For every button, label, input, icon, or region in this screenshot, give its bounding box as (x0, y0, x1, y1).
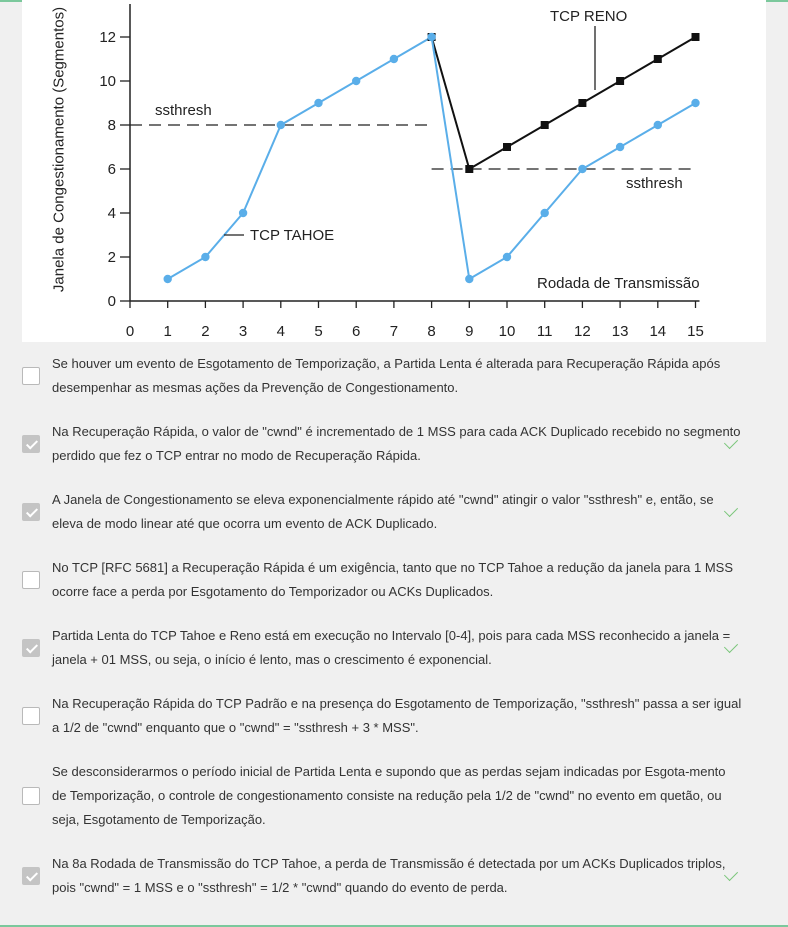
ssthresh-label: ssthresh (626, 175, 683, 192)
checkbox[interactable] (22, 503, 40, 521)
x-tick-label: 6 (352, 323, 360, 340)
x-tick-label: 11 (537, 323, 553, 340)
ssthresh-label: ssthresh (155, 102, 212, 119)
checkbox[interactable] (22, 435, 40, 453)
x-tick-label: 7 (390, 323, 398, 340)
option-text: Se desconsiderarmos o período inicial de… (52, 764, 726, 827)
tahoe-point (578, 164, 587, 174)
bottom-accent-line (0, 925, 788, 927)
option-4[interactable]: No TCP [RFC 5681] a Recuperação Rápida é… (0, 556, 788, 604)
x-axis-label: Rodada de Transmissão (537, 275, 700, 292)
x-tick-label: 9 (465, 323, 473, 340)
option-text: Na Recuperação Rápida, o valor de "cwnd"… (52, 424, 741, 463)
option-8[interactable]: Na 8a Rodada de Transmissão do TCP Tahoe… (0, 852, 788, 900)
reno-point (540, 121, 549, 129)
x-tick-label: 5 (314, 323, 322, 340)
x-tick-label: 15 (687, 323, 704, 340)
option-6[interactable]: Na Recuperação Rápida do TCP Padrão e na… (0, 692, 788, 740)
y-tick-label: 0 (108, 293, 116, 310)
x-tick-label: 3 (239, 323, 247, 340)
checkbox[interactable] (22, 867, 40, 885)
option-text: Se houver um evento de Esgotamento de Te… (52, 356, 721, 395)
x-tick-label: 2 (201, 323, 209, 340)
x-tick-label: 0 (126, 323, 134, 340)
y-tick-label: 2 (108, 249, 116, 266)
tahoe-point (653, 120, 662, 130)
option-text: No TCP [RFC 5681] a Recuperação Rápida é… (52, 560, 734, 599)
tahoe-point (615, 142, 625, 152)
y-tick-label: 10 (99, 73, 116, 90)
tahoe-point (691, 98, 700, 108)
reno-point (691, 33, 700, 41)
option-2[interactable]: Na Recuperação Rápida, o valor de "cwnd"… (0, 420, 788, 468)
reno-point (465, 165, 474, 173)
option-text: A Janela de Congestionamento se eleva ex… (52, 492, 714, 531)
reno-point (503, 143, 511, 151)
x-tick-label: 8 (427, 323, 435, 340)
x-tick-label: 1 (164, 323, 172, 340)
tahoe-point (314, 98, 323, 108)
option-text: Na 8a Rodada de Transmissão do TCP Tahoe… (52, 856, 726, 895)
tahoe-point (238, 208, 248, 218)
option-5[interactable]: Partida Lenta do TCP Tahoe e Reno está e… (0, 624, 788, 672)
tahoe-point (201, 252, 210, 262)
tahoe-point (465, 274, 474, 284)
congestion-window-chart: 0 1 2 3 4 5 6 7 8 9 10 11 12 13 14 15024681012ssthreshs… (99, 4, 704, 340)
tahoe-point (427, 32, 436, 42)
checkbox[interactable] (22, 367, 40, 385)
option-3[interactable]: A Janela de Congestionamento se eleva ex… (0, 488, 788, 536)
x-tick-label: 10 (499, 323, 516, 340)
reno-label: TCP RENO (550, 8, 627, 25)
option-text: Partida Lenta do TCP Tahoe e Reno está e… (52, 628, 731, 667)
tahoe-point (389, 54, 399, 64)
tahoe-point (540, 208, 549, 218)
y-tick-label: 12 (99, 29, 116, 46)
tahoe-point (352, 76, 361, 86)
y-axis-label: Janela de Congestionamento (Segmentos) (50, 6, 68, 293)
option-text: Na Recuperação Rápida do TCP Padrão e na… (52, 696, 742, 735)
x-tick-label: 4 (277, 323, 285, 340)
reno-point (653, 55, 662, 63)
checkbox[interactable] (22, 707, 40, 725)
tahoe-point (502, 252, 512, 262)
y-tick-label: 6 (108, 161, 116, 178)
checkbox[interactable] (22, 787, 40, 805)
tahoe-line (167, 35, 697, 281)
chart-panel: 0 1 2 3 4 5 6 7 8 9 10 11 12 13 14 15 0 2 4 6 8 10 12 ssthresh s… (22, 0, 766, 342)
tahoe-point (163, 274, 172, 284)
tahoe-label: TCP TAHOE (250, 227, 334, 244)
option-1[interactable]: Se houver um evento de Esgotamento de Te… (0, 352, 788, 400)
x-tick-label: 13 (612, 323, 629, 340)
checkbox[interactable] (22, 639, 40, 657)
option-7[interactable]: Se desconsiderarmos o período inicial de… (0, 760, 788, 832)
y-tick-label: 8 (108, 117, 116, 134)
checkbox[interactable] (22, 571, 40, 589)
x-tick-label: 14 (649, 323, 666, 340)
y-tick-label: 4 (108, 205, 116, 222)
reno-point (578, 99, 587, 107)
reno-line (430, 36, 697, 171)
x-tick-label: 12 (574, 323, 591, 340)
tahoe-point (276, 120, 285, 130)
reno-point (616, 77, 625, 85)
